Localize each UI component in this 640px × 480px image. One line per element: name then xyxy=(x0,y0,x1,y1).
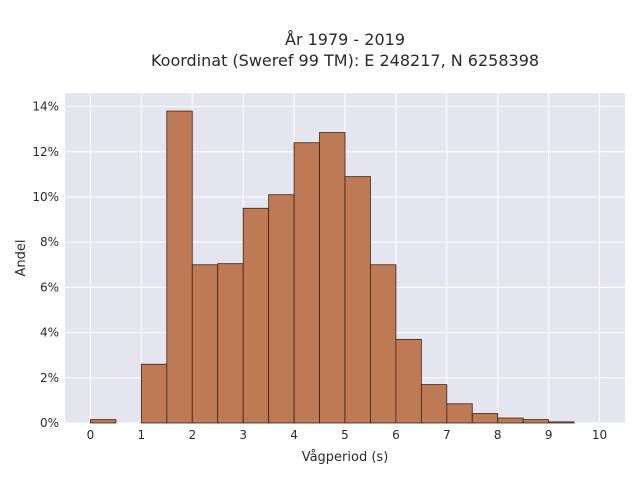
histogram-bar xyxy=(395,338,422,424)
histogram-bar xyxy=(268,194,295,424)
y-tick-label: 8% xyxy=(40,235,59,249)
y-tick-label: 12% xyxy=(32,145,59,159)
x-tick-label: 7 xyxy=(443,428,451,442)
x-tick-label: 8 xyxy=(494,428,502,442)
histogram-bar xyxy=(217,263,244,424)
histogram-bar xyxy=(191,264,219,424)
y-tick-label: 4% xyxy=(40,326,59,340)
x-tick-label: 3 xyxy=(239,428,247,442)
histogram-bar xyxy=(420,384,448,424)
histogram-bar xyxy=(166,110,193,424)
histogram-bar xyxy=(90,419,117,424)
histogram-bar xyxy=(319,132,346,424)
y-axis-ticks: 0% 2% 4% 6% 8% 10% 12% 14% xyxy=(32,100,59,430)
x-tick-label: 5 xyxy=(341,428,349,442)
bars xyxy=(90,110,575,424)
y-tick-label: 0% xyxy=(40,416,59,430)
histogram-bar xyxy=(242,207,270,424)
histogram-bar xyxy=(548,421,575,424)
y-tick-label: 14% xyxy=(32,100,59,114)
histogram-bar xyxy=(446,403,473,424)
histogram-bar xyxy=(497,417,524,424)
histogram-bar xyxy=(293,142,320,424)
x-axis-label: Vågperiod (s) xyxy=(302,450,389,465)
chart-title-line1: År 1979 - 2019 xyxy=(285,30,405,49)
y-tick-label: 2% xyxy=(40,371,59,385)
histogram-bar xyxy=(522,419,550,424)
y-axis-label: Andel xyxy=(14,240,29,277)
x-tick-label: 4 xyxy=(290,428,298,442)
histogram-bar xyxy=(370,264,397,424)
x-tick-label: 10 xyxy=(592,428,607,442)
histogram-bar xyxy=(344,176,371,424)
x-tick-label: 0 xyxy=(87,428,95,442)
histogram-bar xyxy=(140,363,168,424)
x-tick-label: 9 xyxy=(545,428,553,442)
x-tick-label: 2 xyxy=(188,428,196,442)
x-axis-ticks: 0 1 2 3 4 5 6 7 8 9 10 xyxy=(87,428,608,442)
chart-title-line2: Koordinat (Sweref 99 TM): E 248217, N 62… xyxy=(151,51,539,70)
y-tick-label: 10% xyxy=(32,190,59,204)
x-tick-label: 6 xyxy=(392,428,400,442)
x-tick-label: 1 xyxy=(138,428,146,442)
histogram-bar xyxy=(471,413,499,424)
y-tick-label: 6% xyxy=(40,280,59,294)
